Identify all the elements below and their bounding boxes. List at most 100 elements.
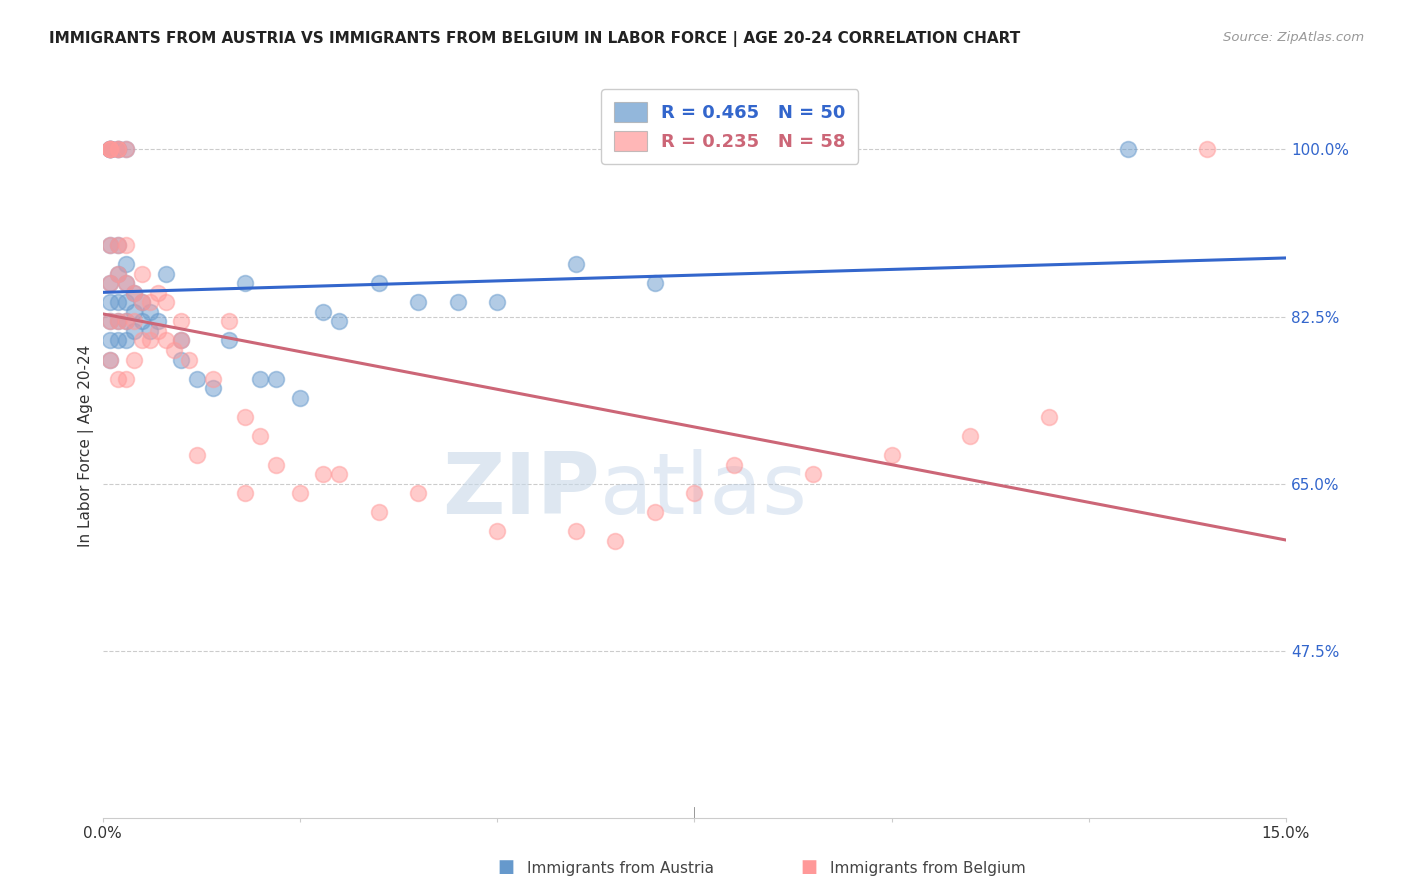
Point: [202, 371, 225, 385]
Point: [100, 142, 122, 156]
Point: [565, 524, 588, 539]
Point: [139, 295, 162, 310]
Point: [155, 295, 177, 310]
Point: [100, 142, 122, 156]
Point: [100, 238, 122, 252]
Point: [249, 429, 271, 443]
Point: [367, 505, 389, 519]
Point: [155, 334, 177, 348]
Point: [100, 276, 122, 290]
Point: [115, 295, 138, 310]
Point: [139, 305, 162, 319]
Point: [122, 285, 145, 300]
Point: [122, 314, 145, 328]
Point: [100, 352, 122, 367]
Point: [170, 352, 193, 367]
Point: [122, 305, 145, 319]
Point: [186, 371, 208, 385]
Point: [880, 448, 903, 462]
Point: [312, 305, 335, 319]
Point: [146, 285, 169, 300]
Point: [107, 238, 129, 252]
Point: [367, 276, 389, 290]
Point: [186, 448, 208, 462]
Point: [115, 371, 138, 385]
Text: atlas: atlas: [599, 449, 807, 532]
Point: [115, 257, 138, 271]
Point: [288, 391, 311, 405]
Text: IMMIGRANTS FROM AUSTRIA VS IMMIGRANTS FROM BELGIUM IN LABOR FORCE | AGE 20-24 CO: IMMIGRANTS FROM AUSTRIA VS IMMIGRANTS FR…: [49, 31, 1021, 47]
Point: [122, 352, 145, 367]
Point: [115, 142, 138, 156]
Point: [107, 334, 129, 348]
Legend: R = 0.465   N = 50, R = 0.235   N = 58: R = 0.465 N = 50, R = 0.235 N = 58: [602, 89, 858, 163]
Point: [107, 142, 129, 156]
Point: [723, 458, 745, 472]
Point: [100, 142, 122, 156]
Point: [122, 324, 145, 338]
Point: [312, 467, 335, 482]
Point: [107, 142, 129, 156]
Point: [100, 295, 122, 310]
Point: [115, 142, 138, 156]
Text: ■: ■: [800, 858, 817, 876]
Point: [801, 467, 824, 482]
Point: [328, 314, 350, 328]
Point: [264, 458, 287, 472]
Point: [107, 295, 129, 310]
Point: [162, 343, 184, 357]
Point: [100, 314, 122, 328]
Point: [107, 314, 129, 328]
Point: [1116, 142, 1139, 156]
Point: [100, 142, 122, 156]
Point: [100, 314, 122, 328]
Point: [100, 238, 122, 252]
Point: [131, 334, 153, 348]
Point: [683, 486, 706, 500]
Point: [328, 467, 350, 482]
Point: [446, 295, 468, 310]
Point: [249, 371, 271, 385]
Point: [233, 276, 256, 290]
Point: [107, 142, 129, 156]
Text: ■: ■: [498, 858, 515, 876]
Point: [1038, 409, 1060, 424]
Point: [170, 334, 193, 348]
Text: ZIP: ZIP: [441, 449, 599, 532]
Point: [131, 314, 153, 328]
Point: [115, 314, 138, 328]
Point: [131, 267, 153, 281]
Point: [264, 371, 287, 385]
Point: [288, 486, 311, 500]
Point: [486, 295, 509, 310]
Point: [605, 533, 627, 548]
Point: [218, 334, 240, 348]
Point: [107, 371, 129, 385]
Point: [170, 334, 193, 348]
Point: [100, 142, 122, 156]
Point: [122, 285, 145, 300]
Point: [139, 334, 162, 348]
Point: [146, 324, 169, 338]
Point: [155, 267, 177, 281]
Point: [233, 409, 256, 424]
Point: [218, 314, 240, 328]
Point: [107, 267, 129, 281]
Y-axis label: In Labor Force | Age 20-24: In Labor Force | Age 20-24: [79, 344, 94, 547]
Point: [233, 486, 256, 500]
Point: [179, 352, 201, 367]
Point: [107, 142, 129, 156]
Point: [107, 314, 129, 328]
Point: [107, 267, 129, 281]
Point: [565, 257, 588, 271]
Point: [644, 505, 666, 519]
Point: [115, 238, 138, 252]
Point: [486, 524, 509, 539]
Point: [115, 314, 138, 328]
Text: Immigrants from Austria: Immigrants from Austria: [527, 861, 714, 876]
Point: [100, 334, 122, 348]
Point: [100, 276, 122, 290]
Point: [115, 276, 138, 290]
Point: [100, 142, 122, 156]
Point: [406, 486, 429, 500]
